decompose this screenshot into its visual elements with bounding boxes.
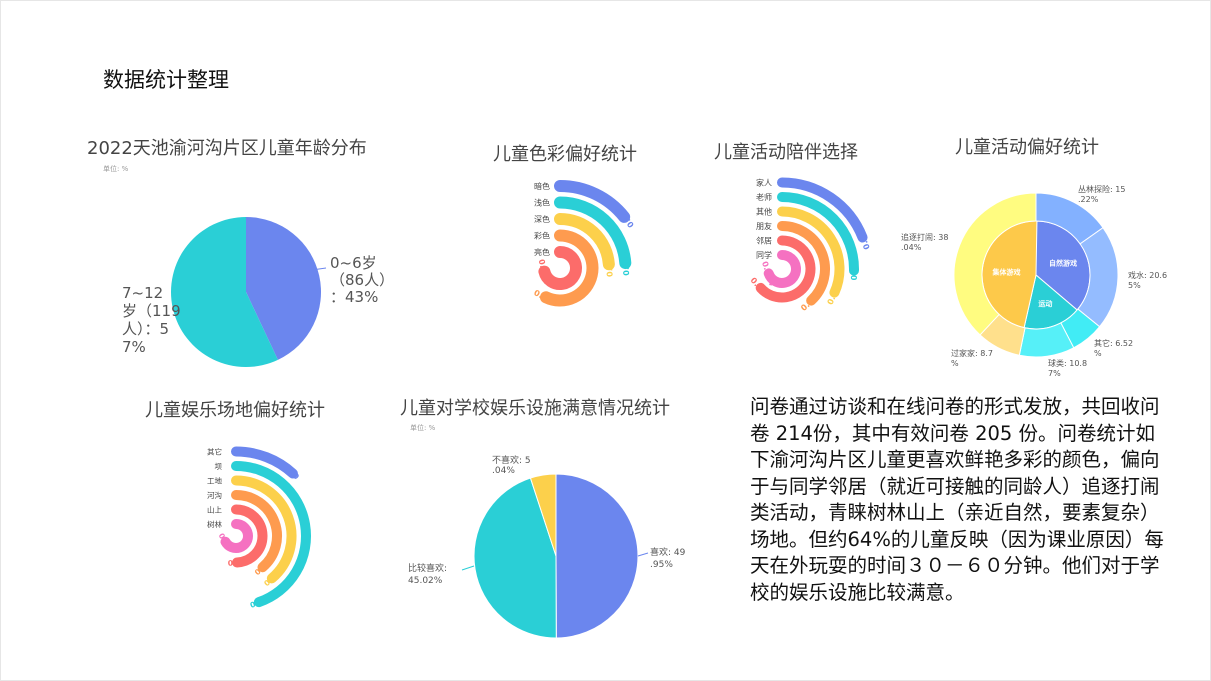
color-bar-0 bbox=[538, 246, 582, 290]
activity-outer-label-2: 丛林探险: 15.22% bbox=[1078, 184, 1125, 204]
venue-bar-1 bbox=[231, 504, 268, 568]
age-slice-0 bbox=[246, 217, 321, 360]
age-label-0: 0~6岁（86人）：43% bbox=[330, 254, 394, 306]
companion-category-5: 家人 bbox=[756, 178, 772, 188]
activity-outer-label-3: 戏水: 20.6 5% bbox=[1128, 270, 1167, 290]
summary-paragraph: 问卷通过访谈和在线问卷的形式发放，共回收问卷 214份，其中有效问卷 205 份… bbox=[750, 395, 1164, 604]
color-category-0: 亮色 bbox=[534, 247, 550, 257]
venue-bar-0 bbox=[220, 519, 253, 553]
age-slice-1 bbox=[171, 217, 278, 367]
satisfaction-slice-1 bbox=[473, 477, 557, 639]
color-bar-3 bbox=[554, 196, 632, 270]
companion-category-1: 邻居 bbox=[756, 236, 772, 246]
activity-outer-label-5: 球类: 10.8 7% bbox=[1048, 358, 1087, 378]
companion-bar-5 bbox=[777, 177, 868, 243]
age-label-1: 7~12 岁（119 人）：5 7% bbox=[122, 284, 181, 356]
satisfaction-slice-0 bbox=[555, 473, 639, 639]
venue-bar-4 bbox=[231, 461, 311, 608]
age-leader-0 bbox=[311, 267, 327, 271]
color-category-1: 彩色 bbox=[534, 231, 550, 241]
satisfaction-leader-0 bbox=[637, 552, 649, 557]
activity-outer-label-4: 其它: 6.52% bbox=[1094, 338, 1133, 358]
color-chart-title: 儿童色彩偏好统计 bbox=[493, 144, 637, 165]
activity-chart-title: 儿童活动偏好统计 bbox=[955, 137, 1099, 158]
companion-category-0: 同学 bbox=[756, 250, 772, 260]
companion-bar-2 bbox=[777, 221, 830, 306]
color-bar-1 bbox=[539, 229, 599, 307]
companion-bar-4 bbox=[777, 192, 859, 276]
satisfaction-label-0: 喜欢: 49.95% bbox=[650, 546, 686, 570]
venue-bar-3 bbox=[231, 475, 297, 584]
activity-inner-label-2: 运动 bbox=[1038, 299, 1052, 308]
activity-outer-0 bbox=[953, 192, 1037, 336]
venue-category-5: 其它 bbox=[207, 447, 222, 457]
companion-bar-0 bbox=[763, 250, 801, 288]
color-category-3: 浅色 bbox=[534, 198, 550, 208]
companion-category-2: 朋友 bbox=[756, 221, 772, 231]
venue-category-2: 河沟 bbox=[207, 490, 222, 500]
venue-value-label-1: 0.42 bbox=[228, 558, 247, 568]
venue-category-4: 坝 bbox=[215, 462, 223, 471]
activity-outer-label-1: 过家家: 8.7% bbox=[951, 348, 993, 368]
color-value-label-2: 0.238 bbox=[604, 251, 615, 277]
age-chart-title: 2022天池渝河沟片区儿童年龄分布 bbox=[87, 138, 367, 159]
satisfaction-chart-title: 儿童对学校娱乐设施满意情况统计 bbox=[400, 398, 670, 419]
satisfaction-label-2: 不喜欢: 5.04% bbox=[492, 454, 531, 476]
companion-bar-3 bbox=[777, 206, 845, 298]
satisfaction-label-1: 比较喜欢: 45.02% bbox=[408, 562, 447, 586]
venue-category-3: 工地 bbox=[207, 476, 222, 486]
color-category-2: 深色 bbox=[534, 214, 550, 224]
color-bar-4 bbox=[554, 180, 631, 223]
companion-category-4: 老师 bbox=[756, 192, 772, 202]
activity-outer-label-0: 追逐打闹: 38.04% bbox=[901, 232, 948, 252]
companion-category-3: 其他 bbox=[756, 207, 772, 217]
color-value-label-3: 0.238 bbox=[620, 250, 631, 276]
companion-bar-1 bbox=[755, 235, 816, 303]
satisfaction-unit-note: 单位: % bbox=[410, 424, 436, 432]
age-unit-note: 单位: % bbox=[103, 165, 129, 173]
venue-category-0: 树林 bbox=[207, 519, 222, 529]
companion-chart-title: 儿童活动陪伴选择 bbox=[714, 142, 858, 163]
venue-bar-2 bbox=[231, 490, 282, 573]
page-title: 数据统计整理 bbox=[103, 68, 229, 92]
color-bar-2 bbox=[554, 213, 615, 271]
activity-inner-label-0: 集体游戏 bbox=[992, 267, 1021, 276]
venue-category-1: 山上 bbox=[207, 505, 222, 515]
companion-value-label-4: 0.19 bbox=[850, 260, 859, 280]
color-category-4: 暗色 bbox=[534, 181, 550, 191]
satisfaction-slice-2 bbox=[529, 473, 557, 557]
satisfaction-leader-1 bbox=[461, 565, 475, 571]
venue-bar-5 bbox=[231, 446, 298, 479]
activity-inner-label-1: 自然游戏 bbox=[1049, 259, 1077, 268]
venue-chart-title: 儿童娱乐场地偏好统计 bbox=[145, 400, 325, 421]
